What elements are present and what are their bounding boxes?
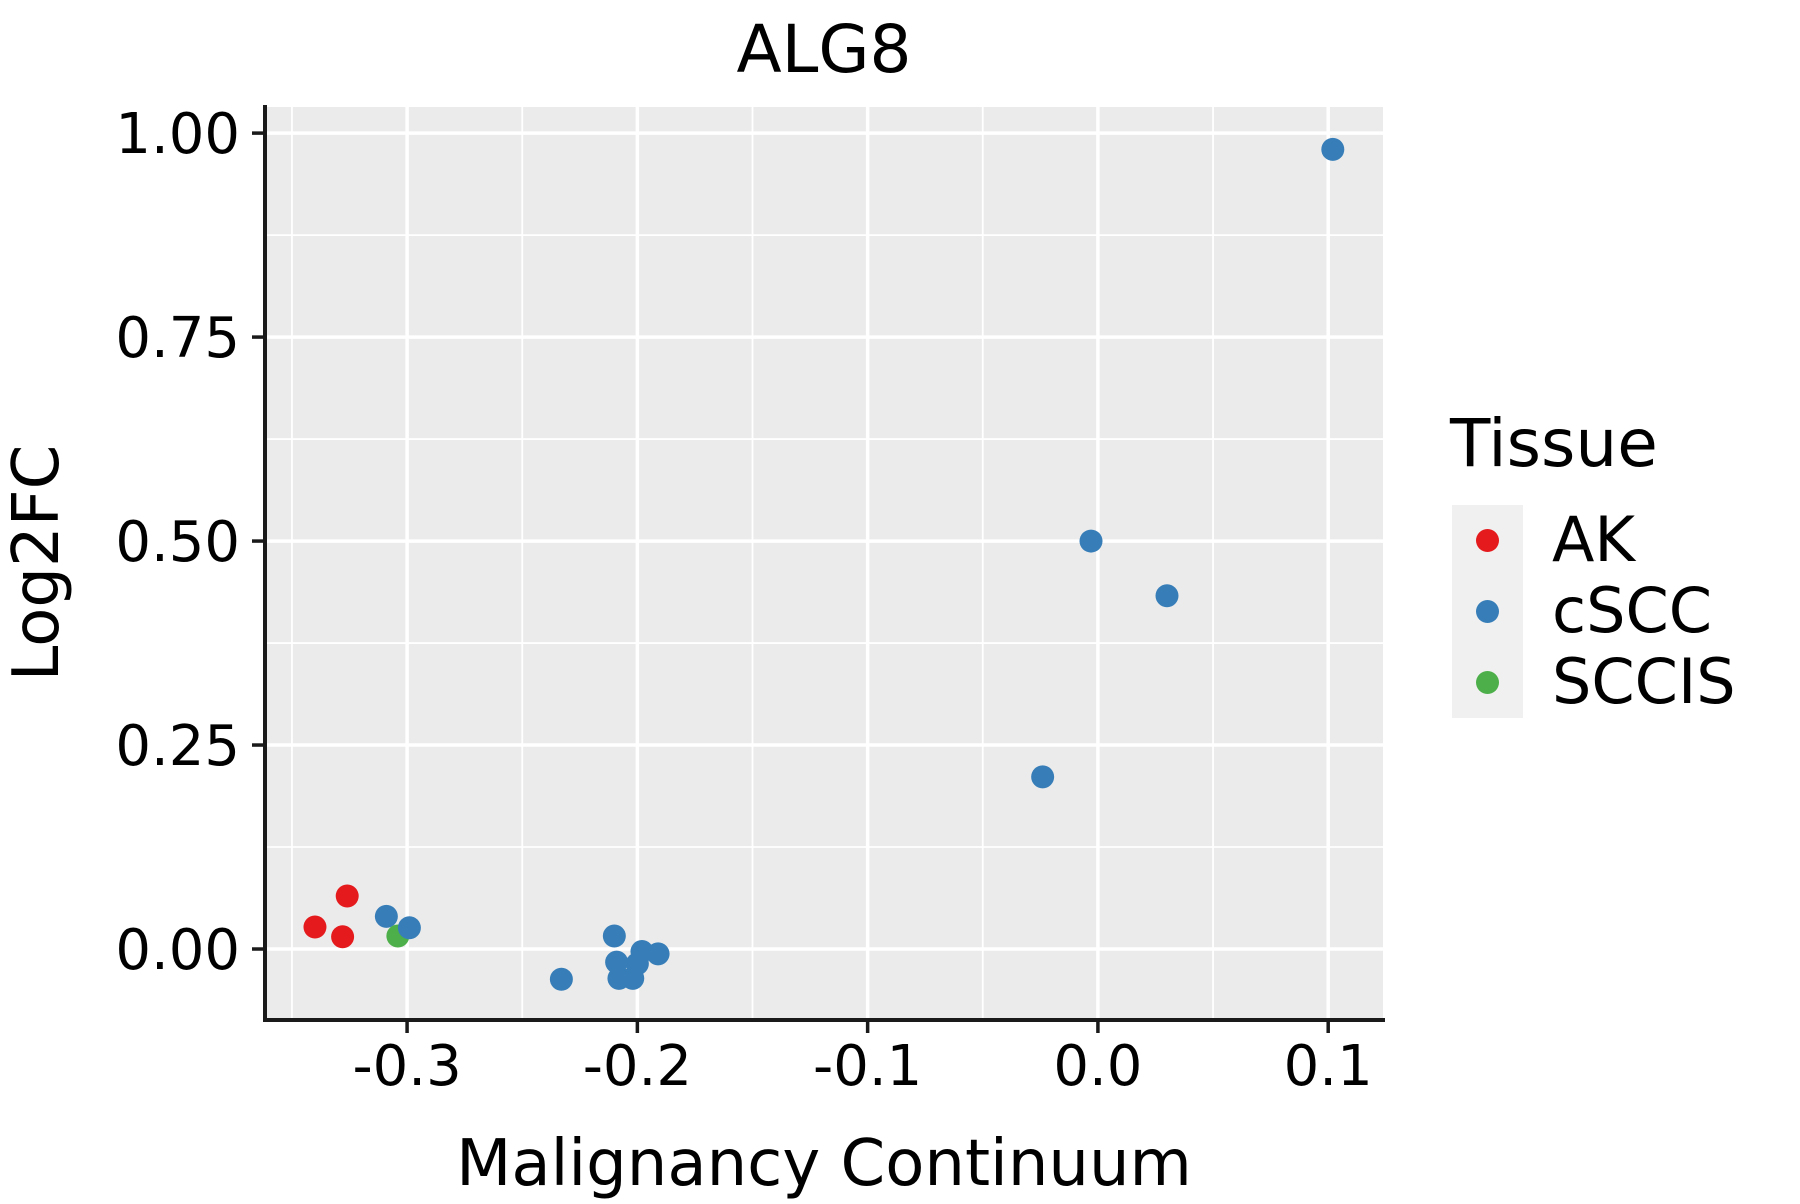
data-point-cscc — [549, 967, 573, 991]
y-axis-title: Log2FC — [0, 445, 74, 682]
legend-marker-ak — [1476, 529, 1499, 552]
legend-label-ak: AK — [1552, 503, 1636, 576]
x-tick-label: 0.1 — [1284, 1034, 1373, 1099]
legend-marker-sccis — [1476, 671, 1499, 694]
data-point-cscc — [374, 904, 398, 928]
minor-gridlines — [265, 107, 1383, 1020]
y-tick-label: 0.00 — [115, 918, 240, 983]
plot-panel-background — [265, 107, 1383, 1020]
y-tick-label: 0.25 — [115, 714, 240, 779]
x-axis-tick-marks — [405, 1020, 1330, 1033]
x-axis-tick-labels: -0.3 -0.2 -0.1 0.0 0.1 — [352, 1034, 1372, 1099]
data-point-cscc — [1321, 137, 1345, 161]
data-point-cscc — [646, 942, 670, 966]
y-tick-label: 0.75 — [115, 306, 240, 371]
data-point-cscc — [1079, 529, 1103, 553]
legend-label-cscc: cSCC — [1552, 574, 1712, 647]
x-tick-label: -0.3 — [352, 1034, 461, 1099]
data-point-ak — [303, 915, 327, 939]
x-tick-label: 0.0 — [1053, 1034, 1142, 1099]
data-point-cscc — [397, 916, 421, 940]
data-points-layer — [303, 137, 1345, 991]
y-tick-label: 1.00 — [115, 102, 240, 167]
legend-marker-cscc — [1476, 600, 1499, 623]
data-point-ak — [331, 925, 355, 949]
x-tick-label: -0.1 — [813, 1034, 922, 1099]
data-point-cscc — [1155, 584, 1179, 608]
legend-label-sccis: SCCIS — [1552, 645, 1736, 718]
x-tick-label: -0.2 — [583, 1034, 692, 1099]
y-axis-tick-marks — [252, 131, 265, 951]
data-point-cscc — [1031, 765, 1055, 789]
legend: Tissue AK cSCC SCCIS — [1449, 405, 1736, 718]
data-point-cscc — [602, 924, 626, 948]
y-tick-label: 0.50 — [115, 510, 240, 575]
y-axis-tick-labels: 0.00 0.25 0.50 0.75 1.00 — [115, 102, 240, 983]
legend-title: Tissue — [1449, 405, 1658, 482]
x-axis-title: Malignancy Continuum — [456, 1127, 1192, 1200]
major-gridlines — [265, 107, 1383, 1020]
plot-title: ALG8 — [736, 11, 911, 88]
data-point-ak — [335, 884, 359, 908]
